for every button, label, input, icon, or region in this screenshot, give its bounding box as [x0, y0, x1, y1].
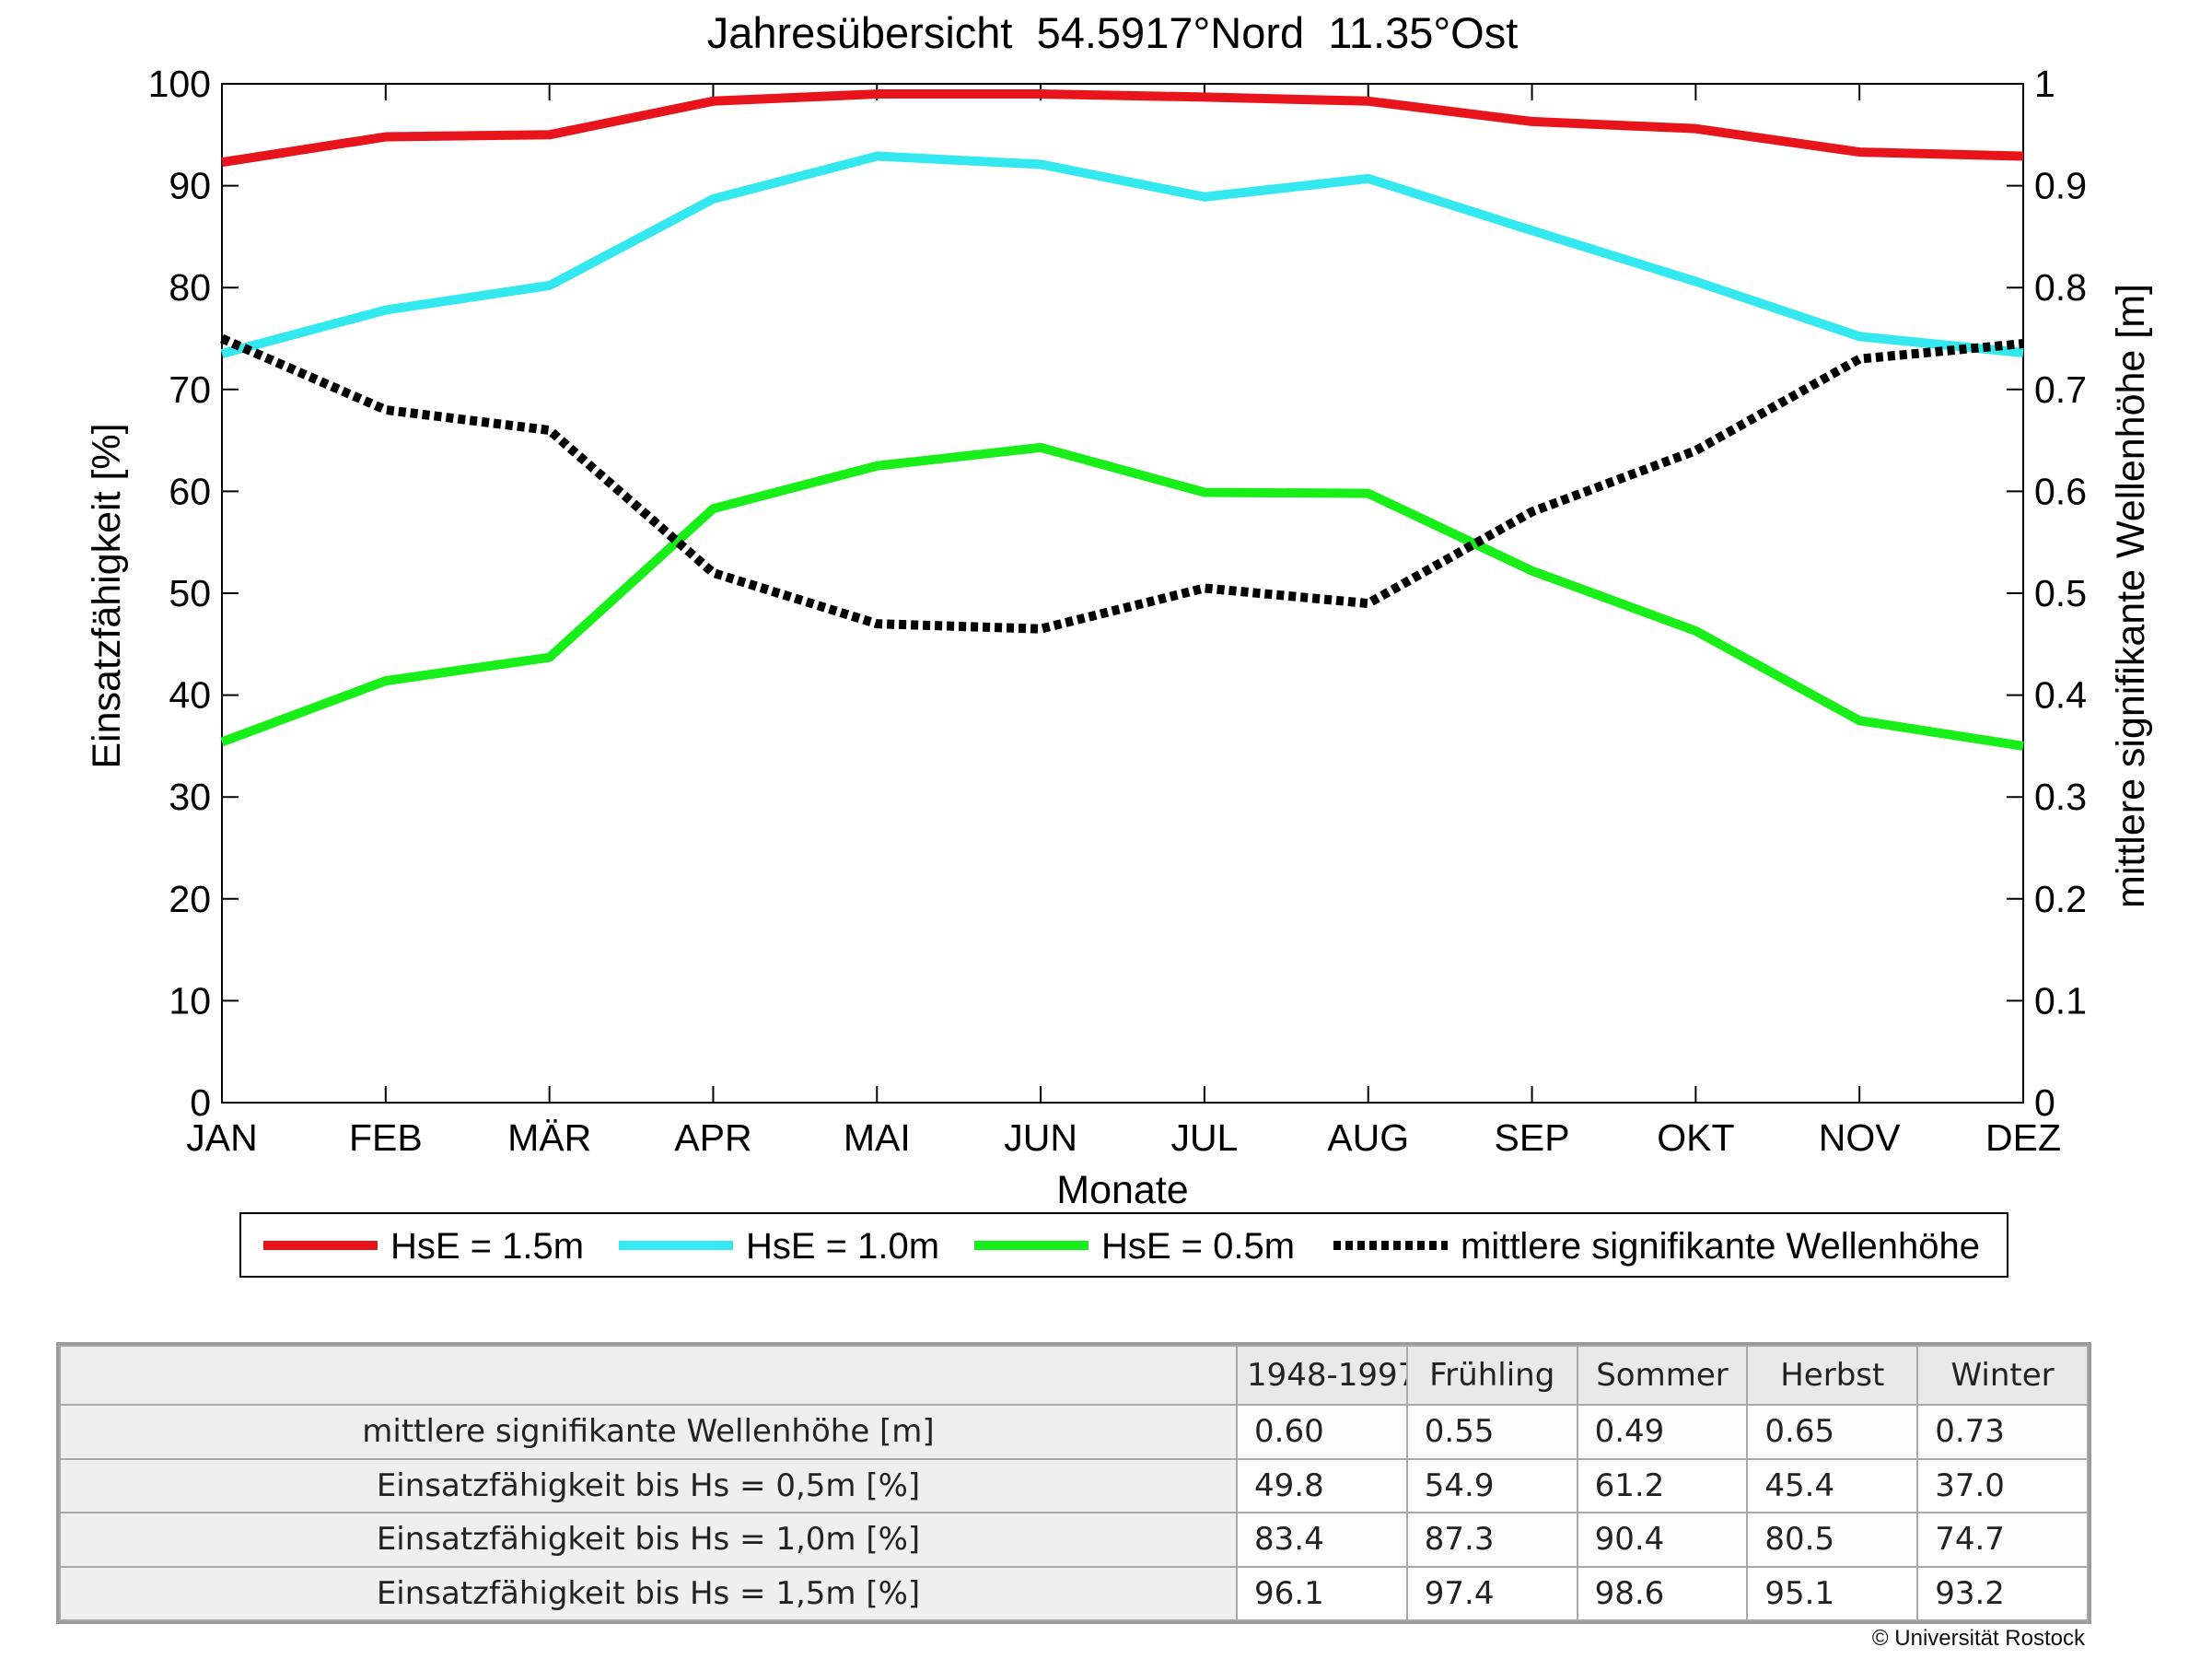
summary-row: Einsatzfähigkeit bis Hs = 1,0m [%] 83.4 … — [59, 1512, 2089, 1568]
summary-cell: 0.49 — [1576, 1404, 1749, 1460]
summary-cell: 0.60 — [1236, 1404, 1408, 1460]
summary-col-header: Sommer — [1576, 1345, 1749, 1406]
y-tick-label-left: 30 — [169, 776, 211, 818]
summary-header-row: 1948-1997 Frühling Sommer Herbst Winter — [59, 1345, 2089, 1406]
x-tick-label: JAN — [186, 1116, 257, 1159]
legend-label: mittlere signifikante Wellenhöhe — [1461, 1226, 1980, 1267]
legend-label: HsE = 1.0m — [746, 1226, 939, 1267]
summary-cell: 49.8 — [1236, 1457, 1408, 1513]
axis-ticks: JAN FEB MÄR APR MAI JUN JUL AUG SEP OKT NOV DEZ0102… — [148, 63, 2087, 1159]
y-tick-label-left: 100 — [148, 63, 211, 105]
summary-col-header: Herbst — [1746, 1345, 1919, 1406]
y-tick-label-right: 0.8 — [2034, 266, 2087, 309]
series-line — [220, 333, 2024, 634]
summary-col-header: Frühling — [1405, 1345, 1578, 1406]
summary-cell: 97.4 — [1405, 1565, 1578, 1621]
x-tick-label: APR — [674, 1116, 751, 1159]
summary-row-label: Einsatzfähigkeit bis Hs = 1,5m [%] — [59, 1565, 1238, 1621]
y-tick-label-left: 10 — [169, 979, 211, 1022]
x-tick-label: NOV — [1819, 1116, 1902, 1159]
summary-row: Einsatzfähigkeit bis Hs = 1,5m [%] 96.1 … — [59, 1565, 2089, 1621]
x-tick-label: FEB — [349, 1116, 423, 1159]
summary-cell: 74.7 — [1916, 1512, 2089, 1568]
y-tick-label-right: 1 — [2034, 63, 2055, 105]
summary-col-header: Winter — [1916, 1345, 2089, 1406]
legend-box — [239, 1212, 2008, 1278]
y-tick-label-right: 0.3 — [2034, 776, 2087, 818]
summary-cell: 45.4 — [1746, 1457, 1919, 1513]
y-tick-label-right: 0.1 — [2034, 979, 2087, 1022]
y-tick-label-left: 20 — [169, 878, 211, 920]
x-tick-label: MÄR — [507, 1116, 591, 1159]
summary-col-header: 1948-1997 — [1236, 1345, 1408, 1406]
summary-row-label: Einsatzfähigkeit bis Hs = 1,0m [%] — [59, 1512, 1238, 1568]
series-line — [220, 442, 2024, 751]
x-tick-label: OKT — [1657, 1116, 1734, 1159]
y-tick-label-left: 70 — [169, 368, 211, 411]
y-tick-label-left: 60 — [169, 470, 211, 512]
copyright-notice: © Universität Rostock — [1871, 1626, 2085, 1651]
x-tick-label: JUL — [1170, 1116, 1238, 1159]
summary-cell: 87.3 — [1405, 1512, 1578, 1568]
y-tick-label-right: 0 — [2034, 1081, 2055, 1124]
summary-cell: 98.6 — [1576, 1565, 1749, 1621]
y-tick-label-left: 90 — [169, 165, 211, 207]
summary-row: Einsatzfähigkeit bis Hs = 0,5m [%] 49.8 … — [59, 1457, 2089, 1513]
y-axis-label-left: Einsatzfähigkeit [%] — [85, 423, 129, 768]
annual-overview-chart: Jahresübersicht 54.5917°Nord 11.35°Ost J… — [85, 8, 2153, 1278]
legend-label: HsE = 1.5m — [390, 1226, 584, 1267]
y-tick-label-left: 40 — [169, 674, 211, 717]
summary-cell: 0.73 — [1916, 1404, 2089, 1460]
summary-row-label: Einsatzfähigkeit bis Hs = 0,5m [%] — [59, 1457, 1238, 1513]
summary-cell: 54.9 — [1405, 1457, 1578, 1513]
y-tick-label-left: 80 — [169, 266, 211, 309]
x-tick-label: MAI — [844, 1116, 911, 1159]
y-tick-label-right: 0.7 — [2034, 368, 2087, 411]
summary-row-label: mittlere signifikante Wellenhöhe [m] — [59, 1404, 1238, 1460]
plot-area — [221, 83, 2024, 1104]
x-axis-label: Monate — [1056, 1168, 1188, 1212]
series-layer — [220, 89, 2024, 751]
y-tick-label-left: 50 — [169, 572, 211, 614]
summary-cell: 0.55 — [1405, 1404, 1578, 1460]
y-tick-label-right: 0.9 — [2034, 165, 2087, 207]
y-tick-label-left: 0 — [190, 1081, 211, 1124]
series-line — [220, 151, 2024, 358]
summary-cell: 0.65 — [1746, 1404, 1919, 1460]
x-tick-label: AUG — [1327, 1116, 1409, 1159]
summary-cell: 93.2 — [1916, 1565, 2089, 1621]
x-tick-label: DEZ — [1985, 1116, 2061, 1159]
y-tick-label-right: 0.4 — [2034, 674, 2087, 717]
chart-title: Jahresübersicht 54.5917°Nord 11.35°Ost — [707, 8, 1519, 57]
summary-row: mittlere signifikante Wellenhöhe [m] 0.6… — [59, 1404, 2089, 1460]
x-tick-label: JUN — [1004, 1116, 1077, 1159]
summary-cell: 83.4 — [1236, 1512, 1408, 1568]
summary-cell: 90.4 — [1576, 1512, 1749, 1568]
summary-table: 1948-1997 Frühling Sommer Herbst Winter … — [56, 1342, 2091, 1624]
x-tick-label: SEP — [1495, 1116, 1570, 1159]
legend: HsE = 1.5m HsE = 1.0m HsE = 0.5m mittlere s… — [263, 1226, 1980, 1267]
summary-cell: 80.5 — [1746, 1512, 1919, 1568]
summary-cell: 61.2 — [1576, 1457, 1749, 1513]
y-tick-label-right: 0.6 — [2034, 470, 2087, 512]
summary-cell: 96.1 — [1236, 1565, 1408, 1621]
summary-cell: 95.1 — [1746, 1565, 1919, 1621]
y-tick-label-right: 0.2 — [2034, 878, 2087, 920]
y-axis-label-right: mittlere signifikante Wellenhöhe [m] — [2109, 284, 2153, 908]
series-line — [221, 89, 2024, 168]
y-tick-label-right: 0.5 — [2034, 572, 2087, 614]
legend-label: HsE = 0.5m — [1101, 1226, 1295, 1267]
summary-cell: 37.0 — [1916, 1457, 2089, 1513]
summary-corner-cell — [59, 1345, 1238, 1406]
